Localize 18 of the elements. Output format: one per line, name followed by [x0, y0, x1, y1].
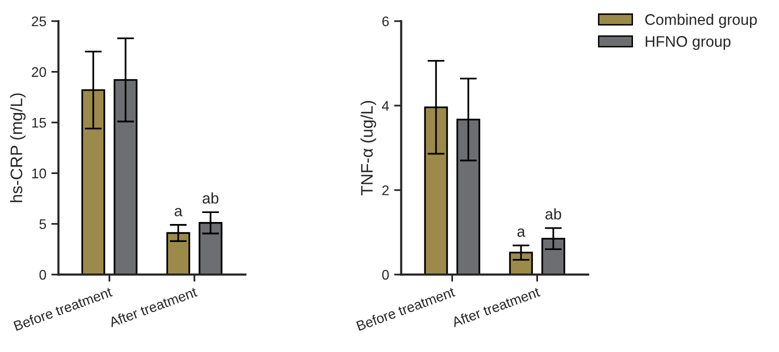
y-tick-label: 6 [382, 16, 389, 26]
annotation: ab [202, 192, 218, 204]
y-tick-label: 5 [39, 219, 46, 230]
y-axis-title: TNF-α (ug/L) [360, 100, 376, 196]
y-tick-label: 15 [32, 118, 46, 128]
legend-label: HFNO group [646, 36, 730, 50]
y-tick-label: 0 [39, 270, 46, 280]
legend-label: Combined group [645, 14, 757, 28]
y-tick-label: 20 [32, 67, 46, 77]
annotation: a [517, 228, 526, 237]
y-tick-label: 4 [382, 101, 389, 111]
y-tick-label: 25 [32, 16, 46, 26]
annotation: a [174, 208, 182, 216]
y-tick-label: 2 [382, 185, 389, 196]
y-axis-title: hs-CRP (mg/L) [10, 93, 26, 202]
y-tick-label: 0 [382, 270, 389, 280]
annotation: ab [545, 208, 562, 220]
y-tick-label: 10 [32, 168, 46, 178]
